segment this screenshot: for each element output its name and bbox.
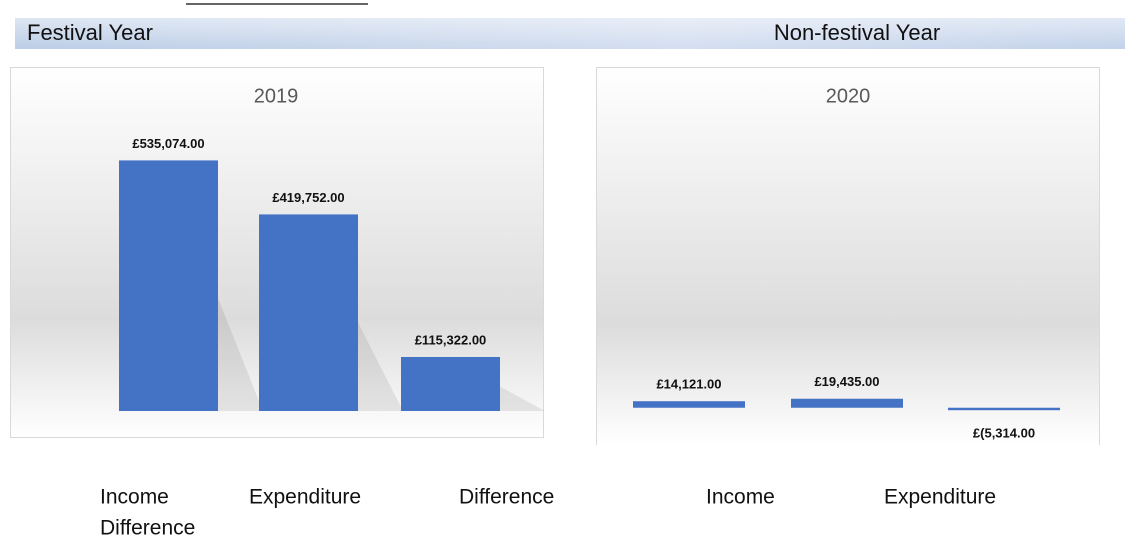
bar bbox=[119, 160, 218, 411]
value-label: £14,121.00 bbox=[656, 377, 721, 392]
bar bbox=[791, 398, 903, 408]
bar-shadow bbox=[500, 386, 545, 411]
value-label: £535,074.00 bbox=[132, 136, 204, 151]
clip-mask bbox=[597, 446, 1100, 456]
chart-title: 2019 bbox=[254, 85, 299, 107]
footer-label: Income bbox=[100, 486, 169, 509]
header-shine bbox=[15, 18, 1125, 49]
header-right: Non-festival Year bbox=[774, 20, 940, 45]
bar-shadow bbox=[358, 322, 403, 411]
value-label: £19,435.00 bbox=[814, 374, 879, 389]
footer-label: Expenditure bbox=[884, 486, 996, 509]
footer-label: Income bbox=[706, 486, 775, 509]
bar bbox=[259, 214, 358, 411]
bar bbox=[633, 401, 745, 408]
footer-label: Difference bbox=[459, 486, 554, 509]
value-label: £419,752.00 bbox=[272, 190, 344, 205]
bar bbox=[401, 356, 500, 411]
value-label: £(5,314.00 bbox=[973, 426, 1035, 441]
footer-label: Expenditure bbox=[249, 486, 361, 509]
footer-label: Difference bbox=[100, 517, 195, 540]
value-label: £115,322.00 bbox=[415, 332, 487, 347]
bar-shadow bbox=[218, 298, 263, 411]
bar bbox=[948, 407, 1060, 411]
chart-frame bbox=[596, 67, 1100, 445]
header-left: Festival Year bbox=[27, 20, 153, 45]
chart-title: 2020 bbox=[826, 85, 871, 107]
